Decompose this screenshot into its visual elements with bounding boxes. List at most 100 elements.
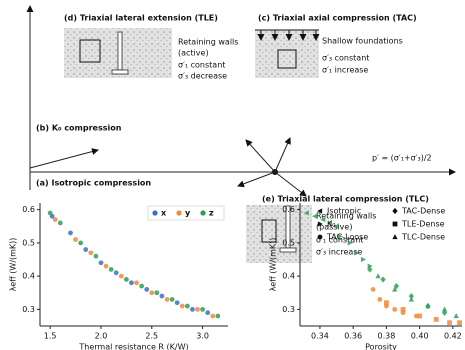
case-title: (e) Triaxial lateral compression (TLC) xyxy=(262,195,429,204)
point xyxy=(441,306,448,312)
point xyxy=(195,306,200,312)
point xyxy=(200,306,205,312)
point xyxy=(447,320,452,326)
point xyxy=(400,306,406,312)
point xyxy=(417,313,423,319)
point xyxy=(354,250,360,256)
point xyxy=(144,287,150,292)
point xyxy=(327,220,333,226)
x-tick-label: 2.0 xyxy=(95,332,108,341)
point xyxy=(134,280,139,286)
case-note: σ′₁ increase xyxy=(322,66,368,75)
point xyxy=(93,253,99,259)
y-axis-label: λeff (W/(mK)) xyxy=(9,238,18,292)
y-axis-label: λeff (W/(mK)) xyxy=(269,238,278,292)
arrow xyxy=(29,148,99,169)
soil-sketch xyxy=(246,205,312,263)
x-tick-label: 0.42 xyxy=(444,332,462,341)
point xyxy=(176,210,182,216)
point xyxy=(453,313,459,319)
y-tick-label: 0.4 xyxy=(22,272,35,281)
point xyxy=(425,303,431,309)
point xyxy=(375,273,381,279)
point xyxy=(73,237,78,242)
point xyxy=(215,313,221,319)
point xyxy=(392,221,398,227)
wall-base xyxy=(279,247,297,253)
point xyxy=(52,217,58,223)
point xyxy=(303,210,309,216)
legend-box xyxy=(147,205,225,221)
x-tick-label: 0.36 xyxy=(344,332,362,341)
soil-sketch xyxy=(255,30,319,78)
point xyxy=(205,310,211,316)
load-arrows xyxy=(257,30,320,41)
y-tick-label: 0.6 xyxy=(282,205,295,214)
legend-label: TLC-Dense xyxy=(401,233,445,242)
point xyxy=(210,313,216,319)
x-tick-label: 1.5 xyxy=(44,332,57,341)
case-note: Retaining walls xyxy=(316,212,376,221)
case-title: (b) K₀ compression xyxy=(36,124,122,133)
legend-label: TLE-Dense xyxy=(401,220,445,229)
case-title: (d) Triaxial lateral extension (TLE) xyxy=(64,14,218,23)
point xyxy=(123,277,129,282)
point xyxy=(457,320,462,326)
point xyxy=(103,263,109,269)
wall-base xyxy=(111,69,129,75)
point xyxy=(392,306,398,312)
point xyxy=(333,223,339,229)
case-title: (a) Isotropic compression xyxy=(36,179,151,188)
point xyxy=(57,220,63,226)
point xyxy=(129,280,134,286)
point xyxy=(360,256,367,263)
point xyxy=(200,210,206,216)
point xyxy=(83,247,89,252)
case-note: σ′₃ decrease xyxy=(178,72,227,81)
wall xyxy=(117,31,123,71)
point xyxy=(118,273,124,279)
x-tick-label: 0.34 xyxy=(311,332,329,341)
point xyxy=(98,260,104,266)
point xyxy=(113,270,119,276)
legend-label: Isotropic xyxy=(327,207,361,216)
point xyxy=(317,208,323,214)
point xyxy=(190,306,195,312)
point xyxy=(408,292,414,300)
point xyxy=(154,290,160,296)
arrow xyxy=(274,171,307,197)
y-tick-label: 0.5 xyxy=(22,238,35,247)
case-title: (c) Triaxial axial compression (TAC) xyxy=(258,14,417,23)
point xyxy=(78,240,84,246)
x-axis-label: Porosity xyxy=(365,343,397,350)
soil-element xyxy=(277,49,297,69)
x-axis-label: Thermal resistance R (K/W) xyxy=(78,343,188,350)
legend-label: y xyxy=(185,209,191,218)
point xyxy=(384,300,389,306)
point xyxy=(347,240,353,246)
x-tick-label: 2.5 xyxy=(145,332,158,341)
case-note: σ′₁ constant xyxy=(178,61,225,70)
point xyxy=(47,210,53,216)
point xyxy=(149,290,155,296)
point xyxy=(312,213,318,219)
x-tick-label: 0.38 xyxy=(377,332,395,341)
case-note: Shallow foundations xyxy=(322,37,403,46)
point xyxy=(184,303,190,309)
point xyxy=(380,276,386,283)
point xyxy=(317,234,323,240)
point xyxy=(139,283,145,289)
legend-label: TAC-Dense xyxy=(401,207,445,216)
legend-label: x xyxy=(161,209,167,218)
case-note: Retaining walls xyxy=(178,38,238,47)
legend-label: K₀ xyxy=(327,220,335,229)
axis-label: p′ = (σ′₁+σ′₃)/2 xyxy=(372,154,432,163)
point xyxy=(179,303,185,309)
point xyxy=(174,300,180,306)
point xyxy=(68,230,73,236)
case-note: σ′₁ constant xyxy=(316,236,363,245)
y-tick-label: 0.4 xyxy=(282,272,295,281)
point xyxy=(377,297,383,302)
point xyxy=(392,207,398,215)
